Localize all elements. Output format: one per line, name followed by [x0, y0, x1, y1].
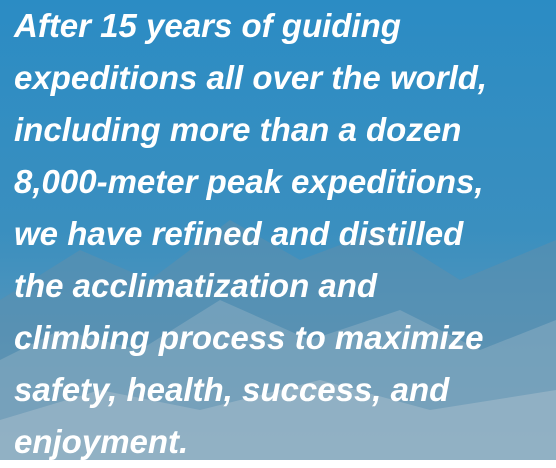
text-line: expeditions all over the world, — [14, 52, 487, 104]
text-line: including more than a dozen — [14, 104, 487, 156]
text-line: we have refined and distilled — [14, 208, 487, 260]
text-line: climbing process to maximize — [14, 312, 487, 364]
text-line: the acclimatization and — [14, 260, 487, 312]
text-line: After 15 years of guiding — [14, 0, 487, 52]
page: After 15 years of guidingexpeditions all… — [0, 0, 556, 460]
text-line: enjoyment. — [14, 416, 487, 468]
text-line: safety, health, success, and — [14, 364, 487, 416]
text-line: 8,000-meter peak expeditions, — [14, 156, 487, 208]
